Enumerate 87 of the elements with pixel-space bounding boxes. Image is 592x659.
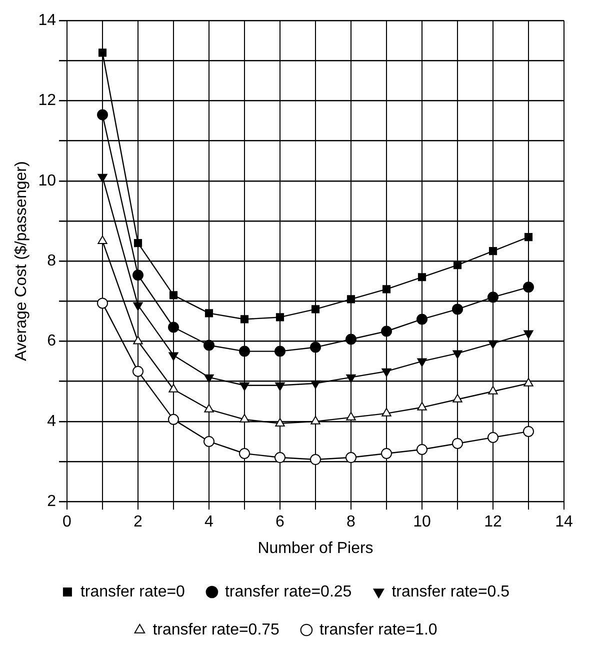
point <box>452 350 462 359</box>
point <box>275 382 285 391</box>
point <box>488 340 498 349</box>
point <box>524 378 534 386</box>
point <box>381 326 392 337</box>
point <box>98 236 108 244</box>
point <box>381 448 392 459</box>
point <box>310 454 321 466</box>
legend-label: transfer rate=0.5 <box>392 583 510 600</box>
point <box>310 416 320 424</box>
point <box>488 386 498 394</box>
point <box>311 305 320 314</box>
point <box>346 374 356 383</box>
point <box>274 346 286 357</box>
point <box>132 270 144 281</box>
point <box>98 174 108 182</box>
x-tick-label: 10 <box>413 514 431 531</box>
point <box>488 247 498 256</box>
point <box>239 448 250 459</box>
point <box>310 380 320 389</box>
point <box>382 285 391 294</box>
legend-label: transfer rate=1.0 <box>319 621 438 638</box>
y-tick-label: 6 <box>47 332 56 350</box>
point <box>276 313 284 322</box>
y-tick-label: 4 <box>47 412 56 430</box>
x-tick-label: 12 <box>484 514 502 531</box>
point <box>275 418 285 426</box>
point <box>96 109 108 120</box>
point <box>523 282 534 293</box>
point <box>204 340 214 351</box>
point <box>310 342 321 353</box>
point <box>239 346 250 357</box>
point <box>98 48 107 57</box>
point <box>132 366 144 377</box>
point <box>96 298 108 309</box>
point <box>168 352 178 361</box>
x-tick-label: 2 <box>134 514 143 531</box>
point <box>452 438 463 449</box>
point <box>488 292 498 303</box>
point <box>204 309 214 318</box>
point <box>346 334 356 345</box>
legend-label: transfer rate=0.75 <box>152 621 280 638</box>
x-tick-label: 4 <box>204 514 214 531</box>
point <box>416 444 428 455</box>
point <box>168 414 179 425</box>
point <box>524 233 533 242</box>
legend-label: transfer rate=0.25 <box>224 583 352 600</box>
x-tick-label: 0 <box>62 514 72 531</box>
point <box>274 452 286 464</box>
y-tick-label: 14 <box>38 12 56 30</box>
point <box>346 412 356 420</box>
point <box>524 330 534 339</box>
y-tick-label: 2 <box>47 493 56 510</box>
point <box>240 315 249 324</box>
y-tick-label: 12 <box>38 92 56 110</box>
point <box>416 314 428 325</box>
point <box>346 295 356 304</box>
point <box>168 322 179 333</box>
point <box>417 402 427 410</box>
point <box>204 404 214 412</box>
x-tick-label: 14 <box>555 514 573 531</box>
y-axis-title: Average Cost ($/passenger) <box>13 161 30 362</box>
y-tick-label: 10 <box>38 172 56 190</box>
point <box>453 261 462 270</box>
point <box>133 302 143 311</box>
point <box>488 432 498 443</box>
point <box>418 273 426 282</box>
point <box>240 382 250 391</box>
x-axis-title: Number of Piers <box>258 540 374 557</box>
point <box>523 426 534 437</box>
y-tick-label: 8 <box>47 252 56 270</box>
legend-label: transfer rate=0 <box>80 583 186 600</box>
point <box>134 239 142 248</box>
x-tick-label: 6 <box>276 514 285 531</box>
point <box>452 304 463 315</box>
x-tick-label: 8 <box>346 514 356 531</box>
point <box>346 452 356 464</box>
point <box>452 394 462 402</box>
point <box>382 368 392 377</box>
point <box>133 336 143 344</box>
point <box>204 436 214 447</box>
point <box>169 291 178 300</box>
point <box>417 358 427 367</box>
point <box>168 384 178 392</box>
point <box>240 414 250 422</box>
point <box>204 374 214 383</box>
point <box>382 408 392 416</box>
